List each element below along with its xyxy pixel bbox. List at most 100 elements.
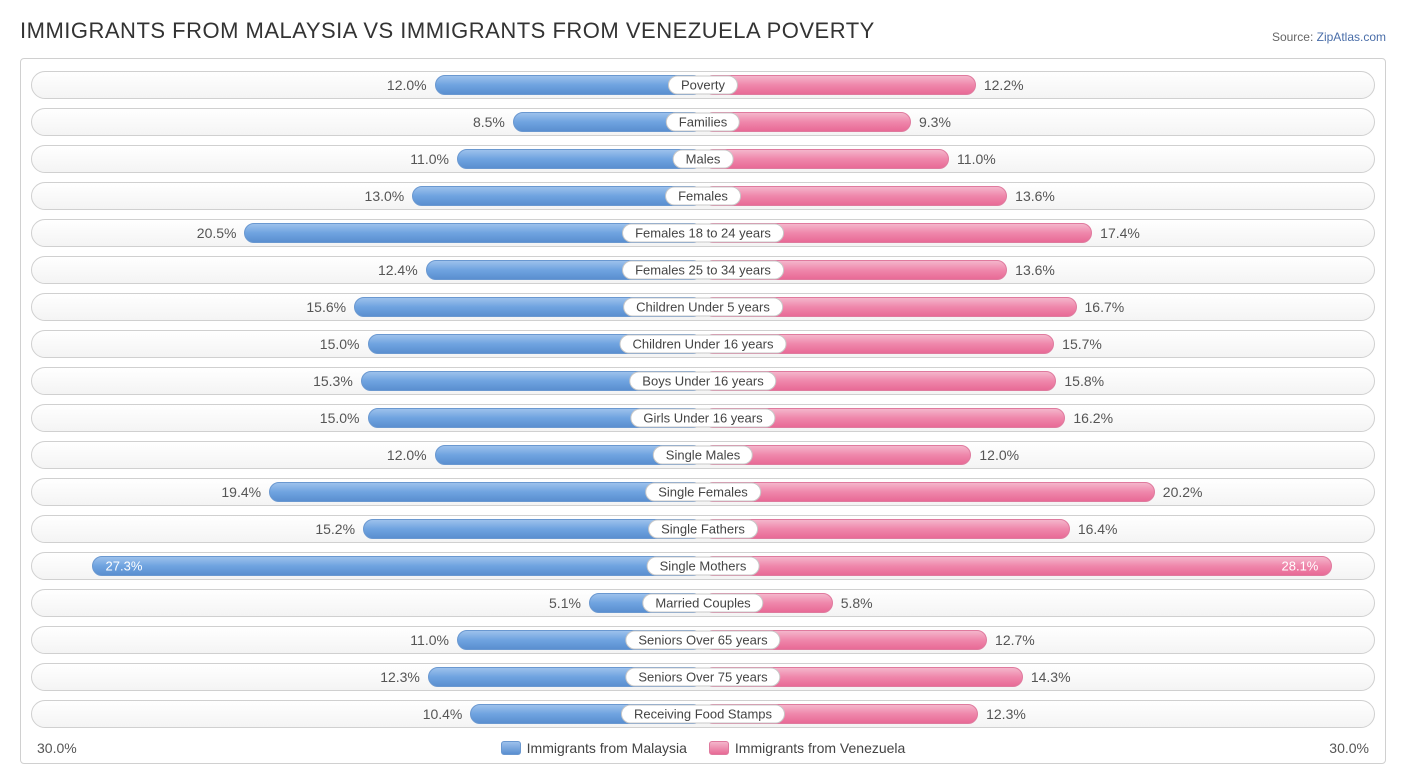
chart-row: 15.6%16.7%Children Under 5 years bbox=[31, 293, 1375, 321]
right-half: 9.3% bbox=[703, 109, 1374, 135]
right-value-label: 20.2% bbox=[1163, 484, 1203, 500]
left-value-label: 11.0% bbox=[410, 632, 449, 648]
left-half: 15.6% bbox=[32, 294, 703, 320]
source-prefix: Source: bbox=[1272, 30, 1317, 44]
right-value-label: 12.0% bbox=[979, 447, 1019, 463]
header: IMMIGRANTS FROM MALAYSIA VS IMMIGRANTS F… bbox=[20, 18, 1386, 44]
chart-row: 8.5%9.3%Families bbox=[31, 108, 1375, 136]
category-label: Single Mothers bbox=[647, 557, 760, 576]
chart-row: 10.4%12.3%Receiving Food Stamps bbox=[31, 700, 1375, 728]
axis-max-right: 30.0% bbox=[1329, 740, 1369, 756]
right-bar bbox=[703, 556, 1332, 576]
left-half: 5.1% bbox=[32, 590, 703, 616]
category-label: Poverty bbox=[668, 76, 738, 95]
left-value-label: 12.3% bbox=[380, 669, 420, 685]
chart-row: 12.4%13.6%Females 25 to 34 years bbox=[31, 256, 1375, 284]
right-half: 16.7% bbox=[703, 294, 1374, 320]
left-half: 12.4% bbox=[32, 257, 703, 283]
right-half: 5.8% bbox=[703, 590, 1374, 616]
legend-swatch-right bbox=[709, 741, 729, 755]
right-value-label: 16.2% bbox=[1073, 410, 1113, 426]
chart-row: 11.0%12.7%Seniors Over 65 years bbox=[31, 626, 1375, 654]
right-value-label: 5.8% bbox=[841, 595, 873, 611]
left-value-label: 15.6% bbox=[306, 299, 346, 315]
right-bar bbox=[703, 75, 976, 95]
left-half: 10.4% bbox=[32, 701, 703, 727]
category-label: Males bbox=[673, 150, 734, 169]
left-half: 11.0% bbox=[32, 146, 703, 172]
axis-max-left: 30.0% bbox=[37, 740, 77, 756]
chart-row: 15.0% 15.7%Children Under 16 years bbox=[31, 330, 1375, 358]
left-half: 12.3% bbox=[32, 664, 703, 690]
right-half: 28.1% bbox=[703, 553, 1374, 579]
chart-row: 12.0% 12.0% Single Males bbox=[31, 441, 1375, 469]
right-half: 13.6% bbox=[703, 183, 1374, 209]
source-attribution: Source: ZipAtlas.com bbox=[1272, 30, 1386, 44]
right-bar bbox=[703, 482, 1155, 502]
category-label: Boys Under 16 years bbox=[629, 372, 776, 391]
right-half: 16.2% bbox=[703, 405, 1374, 431]
right-bar bbox=[703, 519, 1070, 539]
left-half: 15.0% bbox=[32, 405, 703, 431]
left-bar bbox=[92, 556, 703, 576]
left-value-label: 12.0% bbox=[387, 77, 427, 93]
left-value-label: 20.5% bbox=[197, 225, 237, 241]
legend: Immigrants from Malaysia Immigrants from… bbox=[501, 740, 906, 756]
left-value-label: 19.4% bbox=[221, 484, 261, 500]
legend-label-left: Immigrants from Malaysia bbox=[527, 740, 687, 756]
left-value-label: 12.0% bbox=[387, 447, 427, 463]
right-bar bbox=[703, 186, 1007, 206]
chart-row: 13.0% 13.6% Females bbox=[31, 182, 1375, 210]
left-half: 12.0% bbox=[32, 442, 703, 468]
chart-footer: 30.0% Immigrants from Malaysia Immigrant… bbox=[31, 737, 1375, 759]
right-half: 15.7% bbox=[703, 331, 1374, 357]
right-half: 11.0% bbox=[703, 146, 1374, 172]
page-title: IMMIGRANTS FROM MALAYSIA VS IMMIGRANTS F… bbox=[20, 18, 875, 44]
left-value-label: 5.1% bbox=[549, 595, 581, 611]
right-value-label: 13.6% bbox=[1015, 188, 1055, 204]
right-half: 14.3% bbox=[703, 664, 1374, 690]
category-label: Seniors Over 75 years bbox=[625, 668, 780, 687]
left-value-label: 15.3% bbox=[313, 373, 353, 389]
left-value-label: 10.4% bbox=[423, 706, 463, 722]
left-half: 15.2% bbox=[32, 516, 703, 542]
chart-row: 15.2%16.4%Single Fathers bbox=[31, 515, 1375, 543]
right-bar bbox=[703, 149, 949, 169]
legend-label-right: Immigrants from Venezuela bbox=[735, 740, 905, 756]
right-value-label: 9.3% bbox=[919, 114, 951, 130]
right-value-label: 16.7% bbox=[1085, 299, 1125, 315]
left-value-label: 15.0% bbox=[320, 410, 360, 426]
category-label: Single Males bbox=[653, 446, 753, 465]
right-value-label: 12.3% bbox=[986, 706, 1026, 722]
category-label: Females 18 to 24 years bbox=[622, 224, 784, 243]
right-half: 12.3% bbox=[703, 701, 1374, 727]
chart-row: 12.0% 12.2%Poverty bbox=[31, 71, 1375, 99]
chart-row: 15.3% 15.8% Boys Under 16 years bbox=[31, 367, 1375, 395]
chart-row: 19.4% 20.2% Single Females bbox=[31, 478, 1375, 506]
legend-swatch-left bbox=[501, 741, 521, 755]
category-label: Seniors Over 65 years bbox=[625, 631, 780, 650]
right-half: 16.4% bbox=[703, 516, 1374, 542]
left-value-label: 15.0% bbox=[320, 336, 360, 352]
category-label: Children Under 16 years bbox=[620, 335, 787, 354]
right-value-label: 28.1% bbox=[1282, 559, 1319, 574]
right-half: 12.2% bbox=[703, 72, 1374, 98]
left-value-label: 12.4% bbox=[378, 262, 418, 278]
diverging-bar-chart: 12.0%12.2%Poverty8.5%9.3%Families11.0%11… bbox=[20, 58, 1386, 764]
category-label: Females bbox=[665, 187, 741, 206]
source-link[interactable]: ZipAtlas.com bbox=[1317, 30, 1386, 44]
right-value-label: 15.8% bbox=[1064, 373, 1104, 389]
category-label: Females 25 to 34 years bbox=[622, 261, 784, 280]
category-label: Single Females bbox=[645, 483, 761, 502]
left-value-label: 8.5% bbox=[473, 114, 505, 130]
category-label: Single Fathers bbox=[648, 520, 758, 539]
left-half: 20.5% bbox=[32, 220, 703, 246]
left-value-label: 13.0% bbox=[365, 188, 405, 204]
right-half: 15.8% bbox=[703, 368, 1374, 394]
left-value-label: 27.3% bbox=[106, 559, 143, 574]
right-value-label: 14.3% bbox=[1031, 669, 1071, 685]
chart-row: 12.3% 14.3% Seniors Over 75 years bbox=[31, 663, 1375, 691]
category-label: Girls Under 16 years bbox=[630, 409, 775, 428]
left-half: 19.4% bbox=[32, 479, 703, 505]
left-value-label: 11.0% bbox=[410, 151, 449, 167]
